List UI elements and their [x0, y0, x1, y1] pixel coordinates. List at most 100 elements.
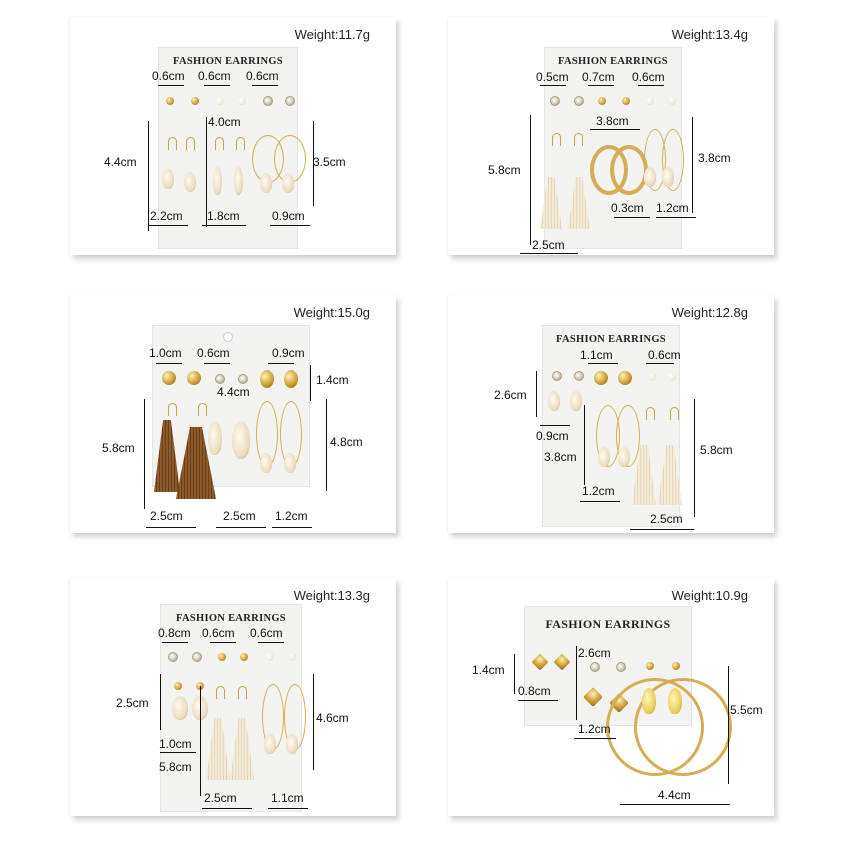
stud-earring — [238, 374, 248, 384]
shell-earring — [282, 173, 294, 193]
stud-earring — [191, 97, 199, 105]
ear-hook — [236, 137, 245, 150]
shell-earring — [642, 688, 656, 714]
dimension-line — [202, 225, 246, 226]
display-card: FASHION EARRINGS — [542, 325, 680, 527]
measure-label: 4.8cm — [330, 435, 363, 449]
product-panel-2: Weight:13.4g FASHION EARRINGS 0.5cm 0.7c… — [448, 17, 774, 255]
shell-earring — [548, 391, 560, 411]
dimension-line — [160, 752, 196, 753]
shell-earring — [598, 447, 610, 467]
ear-hook — [574, 133, 583, 146]
hoop-earring — [662, 129, 684, 191]
dimension-line — [588, 85, 614, 86]
card-title: FASHION EARRINGS — [556, 334, 666, 345]
stud-earring — [668, 97, 676, 105]
measure-label: 0.6cm — [632, 70, 665, 84]
ear-hook — [238, 686, 247, 699]
measure-label: 1.4cm — [316, 373, 349, 387]
measure-label: 4.4cm — [658, 788, 691, 802]
shell-earring — [172, 696, 188, 720]
dimension-line — [574, 738, 616, 739]
dimension-line — [580, 501, 620, 502]
dimension-line — [156, 363, 182, 364]
measure-label: 3.5cm — [313, 155, 346, 169]
dimension-line — [576, 646, 577, 720]
measure-label: 4.6cm — [316, 711, 349, 725]
measure-label: 2.5cm — [223, 509, 256, 523]
measure-label: 1.8cm — [207, 209, 240, 223]
stud-earring — [166, 97, 174, 105]
card-title: FASHION EARRINGS — [173, 56, 283, 67]
dimension-line — [258, 642, 284, 643]
dimension-line — [204, 85, 230, 86]
measure-label: 0.6cm — [202, 626, 235, 640]
weight-label: Weight:11.7g — [294, 27, 370, 42]
measure-label: 0.8cm — [518, 684, 551, 698]
dimension-line — [144, 399, 145, 509]
card-title: FASHION EARRINGS — [558, 56, 668, 67]
shell-earring — [234, 167, 243, 195]
weight-label: Weight:10.9g — [671, 588, 748, 603]
card-title: FASHION EARRINGS — [545, 617, 671, 631]
stud-earring — [260, 370, 274, 388]
ear-hook — [215, 137, 224, 150]
stud-earring — [168, 652, 178, 662]
large-hoop-earring — [634, 678, 732, 776]
dimension-line — [692, 117, 693, 213]
measure-label: 0.9cm — [272, 346, 305, 360]
dimension-line — [268, 808, 308, 809]
dimension-line — [728, 666, 729, 784]
ear-hook — [198, 403, 207, 416]
measure-label: 5.8cm — [102, 441, 135, 455]
shell-earring — [232, 421, 250, 459]
shell-earring — [162, 169, 174, 189]
dimension-line — [216, 527, 266, 528]
shell-earring — [264, 734, 276, 754]
shell-earring — [618, 447, 630, 467]
stud-earring — [646, 97, 654, 105]
measure-label: 5.8cm — [159, 760, 192, 774]
measure-label: 4.4cm — [217, 385, 250, 399]
stud-earring — [618, 371, 632, 385]
ear-hook — [168, 137, 177, 150]
dimension-line — [630, 529, 694, 530]
ear-hook — [216, 686, 225, 699]
stud-earring — [266, 653, 274, 661]
measure-label: 2.2cm — [150, 209, 183, 223]
dimension-line — [158, 85, 184, 86]
measure-label: 0.6cm — [197, 346, 230, 360]
measure-label: 0.7cm — [582, 70, 615, 84]
dimension-line — [313, 674, 314, 770]
weight-label: Weight:13.3g — [293, 588, 370, 603]
stud-earring — [598, 97, 606, 105]
measure-label: 2.5cm — [532, 238, 565, 252]
shell-earring — [260, 453, 272, 473]
dimension-line — [148, 225, 188, 226]
product-panel-4: Weight:12.8g FASHION EARRINGS 1.1cm 0.6c… — [448, 295, 774, 533]
stud-earring — [215, 374, 225, 384]
dimension-line — [200, 686, 201, 796]
dimension-line — [590, 129, 640, 130]
dimension-line — [326, 399, 327, 491]
dimension-line — [588, 363, 618, 364]
measure-label: 0.9cm — [536, 429, 569, 443]
measure-label: 2.6cm — [578, 646, 611, 660]
hoop-earring — [610, 145, 648, 195]
measure-label: 0.3cm — [611, 201, 644, 215]
weight-label: Weight:12.8g — [671, 305, 748, 320]
measure-label: 2.6cm — [494, 388, 527, 402]
dimension-line — [656, 217, 696, 218]
dimension-line — [638, 85, 664, 86]
stud-earring — [668, 373, 676, 381]
stud-earring — [285, 96, 295, 106]
dimension-line — [620, 804, 730, 805]
dimension-line — [160, 674, 161, 730]
ear-hook — [646, 407, 655, 420]
stud-earring — [648, 373, 656, 381]
stud-earring — [574, 96, 584, 106]
ear-hook — [552, 133, 561, 146]
product-panel-1: Weight:11.7g FASHION EARRINGS 0.6cm 0.6c… — [70, 17, 396, 255]
measure-label: 0.6cm — [198, 69, 231, 83]
dimension-line — [694, 399, 695, 517]
